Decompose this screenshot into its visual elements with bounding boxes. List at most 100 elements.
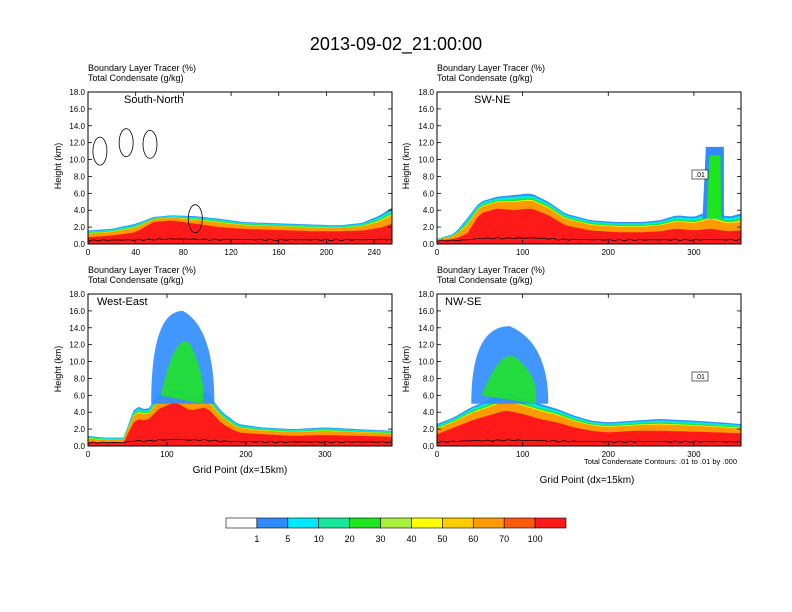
colorbar-label: 50 [437, 534, 447, 544]
contour-label-box [691, 169, 709, 180]
y-tick-label: 4.0 [423, 408, 435, 417]
x-tick-label: 300 [687, 450, 701, 459]
colorbar-swatch [318, 517, 350, 529]
x-tick-label: 80 [179, 248, 188, 257]
plot-area-sw-ne: .01 0.0 2.0 4.0 6.0 8.0 10.0 12.0 14.0 16.0 18.0 0 1… [418, 88, 742, 257]
x-tick-label: 200 [239, 450, 253, 459]
colorbar-label: 100 [528, 534, 543, 544]
colorbar-swatch [380, 517, 412, 529]
panel-header-line-2: Total Condensate (g/kg) [88, 73, 184, 83]
plot-background [88, 92, 392, 244]
upper-plume-core [481, 355, 537, 404]
panel-label: NW-SE [445, 296, 481, 308]
y-axis-label: Height (km) [53, 143, 63, 190]
contour-label: .01 [695, 172, 705, 179]
colorbar: 1 5 10 20 30 40 50 60 70 100 [225, 517, 567, 544]
y-tick-label: 18.0 [418, 88, 434, 97]
colorbar-label: 30 [376, 534, 386, 544]
y-tick-label: 6.0 [74, 391, 86, 400]
plot-frame [436, 91, 742, 245]
panel-label: West-East [97, 296, 148, 308]
x-tick-label: 0 [435, 248, 440, 257]
terrain-line [87, 238, 393, 242]
colorbar-label: 70 [499, 534, 509, 544]
x-tick-label: 0 [435, 450, 440, 459]
plot-frame [436, 293, 742, 447]
upper-plume-core [160, 341, 204, 404]
colorbar-label: 5 [285, 534, 290, 544]
y-tick-label: 12.0 [69, 341, 85, 350]
y-tick-label: 14.0 [69, 122, 85, 131]
panel-header-line-1: Boundary Layer Tracer (%) [88, 63, 196, 73]
y-tick-label: 12.0 [418, 341, 434, 350]
contour-label-box [691, 371, 709, 382]
convective-column-core [706, 155, 722, 219]
colorbar-swatch [349, 517, 381, 529]
y-tick-label: 16.0 [418, 307, 434, 316]
x-tick-label: 200 [320, 248, 334, 257]
terrain-line [87, 438, 393, 445]
condensate-contour-3 [187, 204, 203, 234]
colorbar-label: 10 [314, 534, 324, 544]
colorbar-swatch [503, 517, 536, 529]
condensate-contour-2 [142, 129, 158, 159]
terrain-line [436, 439, 742, 444]
y-tick-label: 4.0 [74, 206, 86, 215]
x-tick-label: 40 [131, 248, 140, 257]
tracer-core [88, 220, 392, 244]
y-tick-label: 16.0 [69, 307, 85, 316]
panel-header-line-1: Boundary Layer Tracer (%) [88, 265, 196, 275]
contour-note: Total Condensate Contours: .01 to .01 by… [584, 457, 737, 466]
plot-frame [87, 293, 393, 447]
y-tick-label: 8.0 [423, 172, 435, 181]
panel-header-line-1: Boundary Layer Tracer (%) [437, 63, 545, 73]
plot-area-south-north: 0.0 2.0 4.0 6.0 8.0 10.0 12.0 14.0 16.0 18.0 0 40 80… [69, 88, 393, 257]
x-axis-label: Grid Point (dx=15km) [540, 475, 635, 486]
x-tick-label: 0 [86, 450, 91, 459]
tracer-core [88, 402, 392, 446]
panel-header-line-1: Boundary Layer Tracer (%) [437, 265, 545, 275]
y-axis-label: Height (km) [53, 346, 63, 393]
x-axis-label: Grid Point (dx=15km) [193, 465, 288, 476]
y-tick-label: 6.0 [423, 189, 435, 198]
colorbar-label: 60 [468, 534, 478, 544]
x-tick-label: 100 [160, 450, 174, 459]
colorbar-swatch [442, 517, 474, 529]
colorbar-label: 1 [254, 534, 259, 544]
colorbar-swatch [225, 517, 258, 529]
colorbar-swatch [256, 517, 289, 529]
colorbar-swatch [411, 517, 443, 529]
y-tick-label: 10.0 [418, 156, 434, 165]
x-tick-label: 160 [272, 248, 286, 257]
y-tick-label: 4.0 [423, 206, 435, 215]
x-tick-label: 200 [602, 450, 616, 459]
y-axis-label: Height (km) [401, 346, 411, 393]
y-tick-label: 10.0 [418, 358, 434, 367]
x-tick-label: 240 [367, 248, 381, 257]
y-tick-label: 10.0 [69, 156, 85, 165]
panel-header-line-2: Total Condensate (g/kg) [437, 73, 533, 83]
x-tick-label: 200 [602, 248, 616, 257]
y-tick-label: 8.0 [74, 374, 86, 383]
panel-label: South-North [124, 94, 183, 106]
y-tick-label: 0.0 [74, 442, 86, 451]
condensate-contour-1 [118, 128, 134, 158]
panel-west-east: Boundary Layer Tracer (%) Total Condensa… [53, 265, 393, 476]
y-tick-label: 14.0 [418, 122, 434, 131]
y-tick-label: 10.0 [69, 358, 85, 367]
panel-header-line-2: Total Condensate (g/kg) [88, 275, 184, 285]
y-tick-label: 4.0 [74, 408, 86, 417]
plot-area-nw-se: .01 0.0 2.0 4.0 6.0 8.0 10.0 12.0 14.0 16.0 18.0 0 1… [418, 290, 742, 459]
y-tick-label: 0.0 [74, 240, 86, 249]
panel-sw-ne: Boundary Layer Tracer (%) Total Condensa… [401, 63, 742, 257]
colorbar-label: 40 [406, 534, 416, 544]
y-tick-label: 2.0 [74, 425, 86, 434]
colorbar-swatch [534, 517, 567, 529]
y-tick-label: 2.0 [423, 223, 435, 232]
panel-label: SW-NE [474, 94, 510, 106]
panel-nw-se: Boundary Layer Tracer (%) Total Condensa… [401, 265, 742, 486]
terrain-line [436, 237, 742, 243]
y-axis-label: Height (km) [401, 143, 411, 190]
y-tick-label: 18.0 [418, 290, 434, 299]
